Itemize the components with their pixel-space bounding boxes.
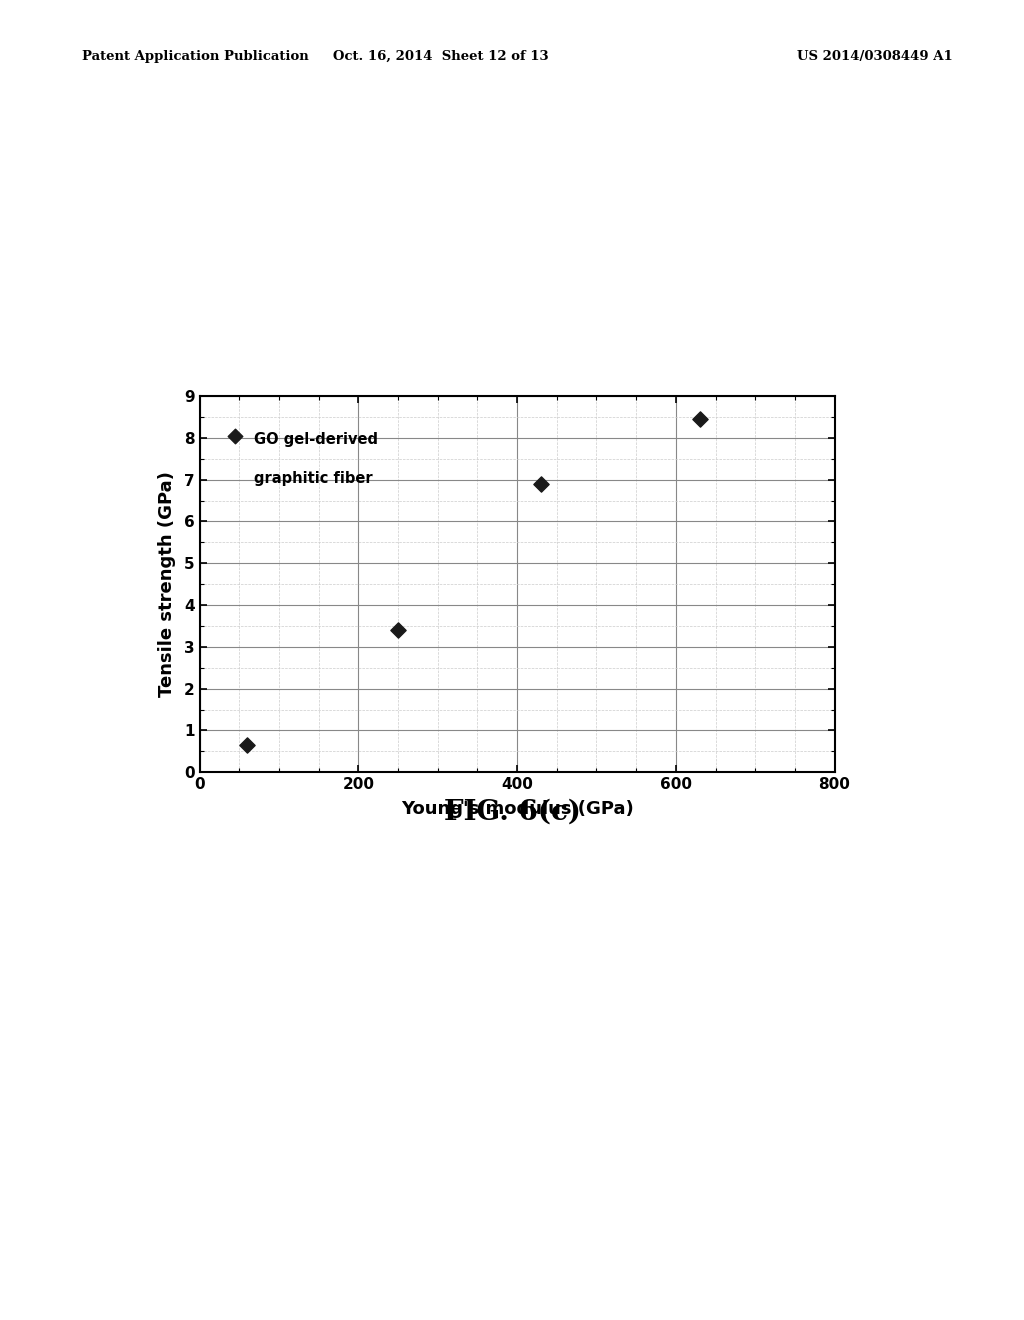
Point (691, 408, 708, 429)
Point (532, 474, 549, 495)
Text: US 2014/0308449 A1: US 2014/0308449 A1 (797, 50, 952, 63)
Point (390, 619, 407, 640)
Text: GO gel-derived: GO gel-derived (254, 432, 378, 446)
X-axis label: Young's modulus (GPa): Young's modulus (GPa) (400, 800, 634, 818)
Y-axis label: Tensile strength (GPa): Tensile strength (GPa) (158, 471, 176, 697)
Point (191, 725, 208, 746)
Text: graphitic fiber: graphitic fiber (254, 471, 373, 486)
Text: FIG. 6(c): FIG. 6(c) (443, 799, 581, 825)
Text: Oct. 16, 2014  Sheet 12 of 13: Oct. 16, 2014 Sheet 12 of 13 (333, 50, 548, 63)
Text: Patent Application Publication: Patent Application Publication (82, 50, 308, 63)
Point (239, 734, 256, 755)
